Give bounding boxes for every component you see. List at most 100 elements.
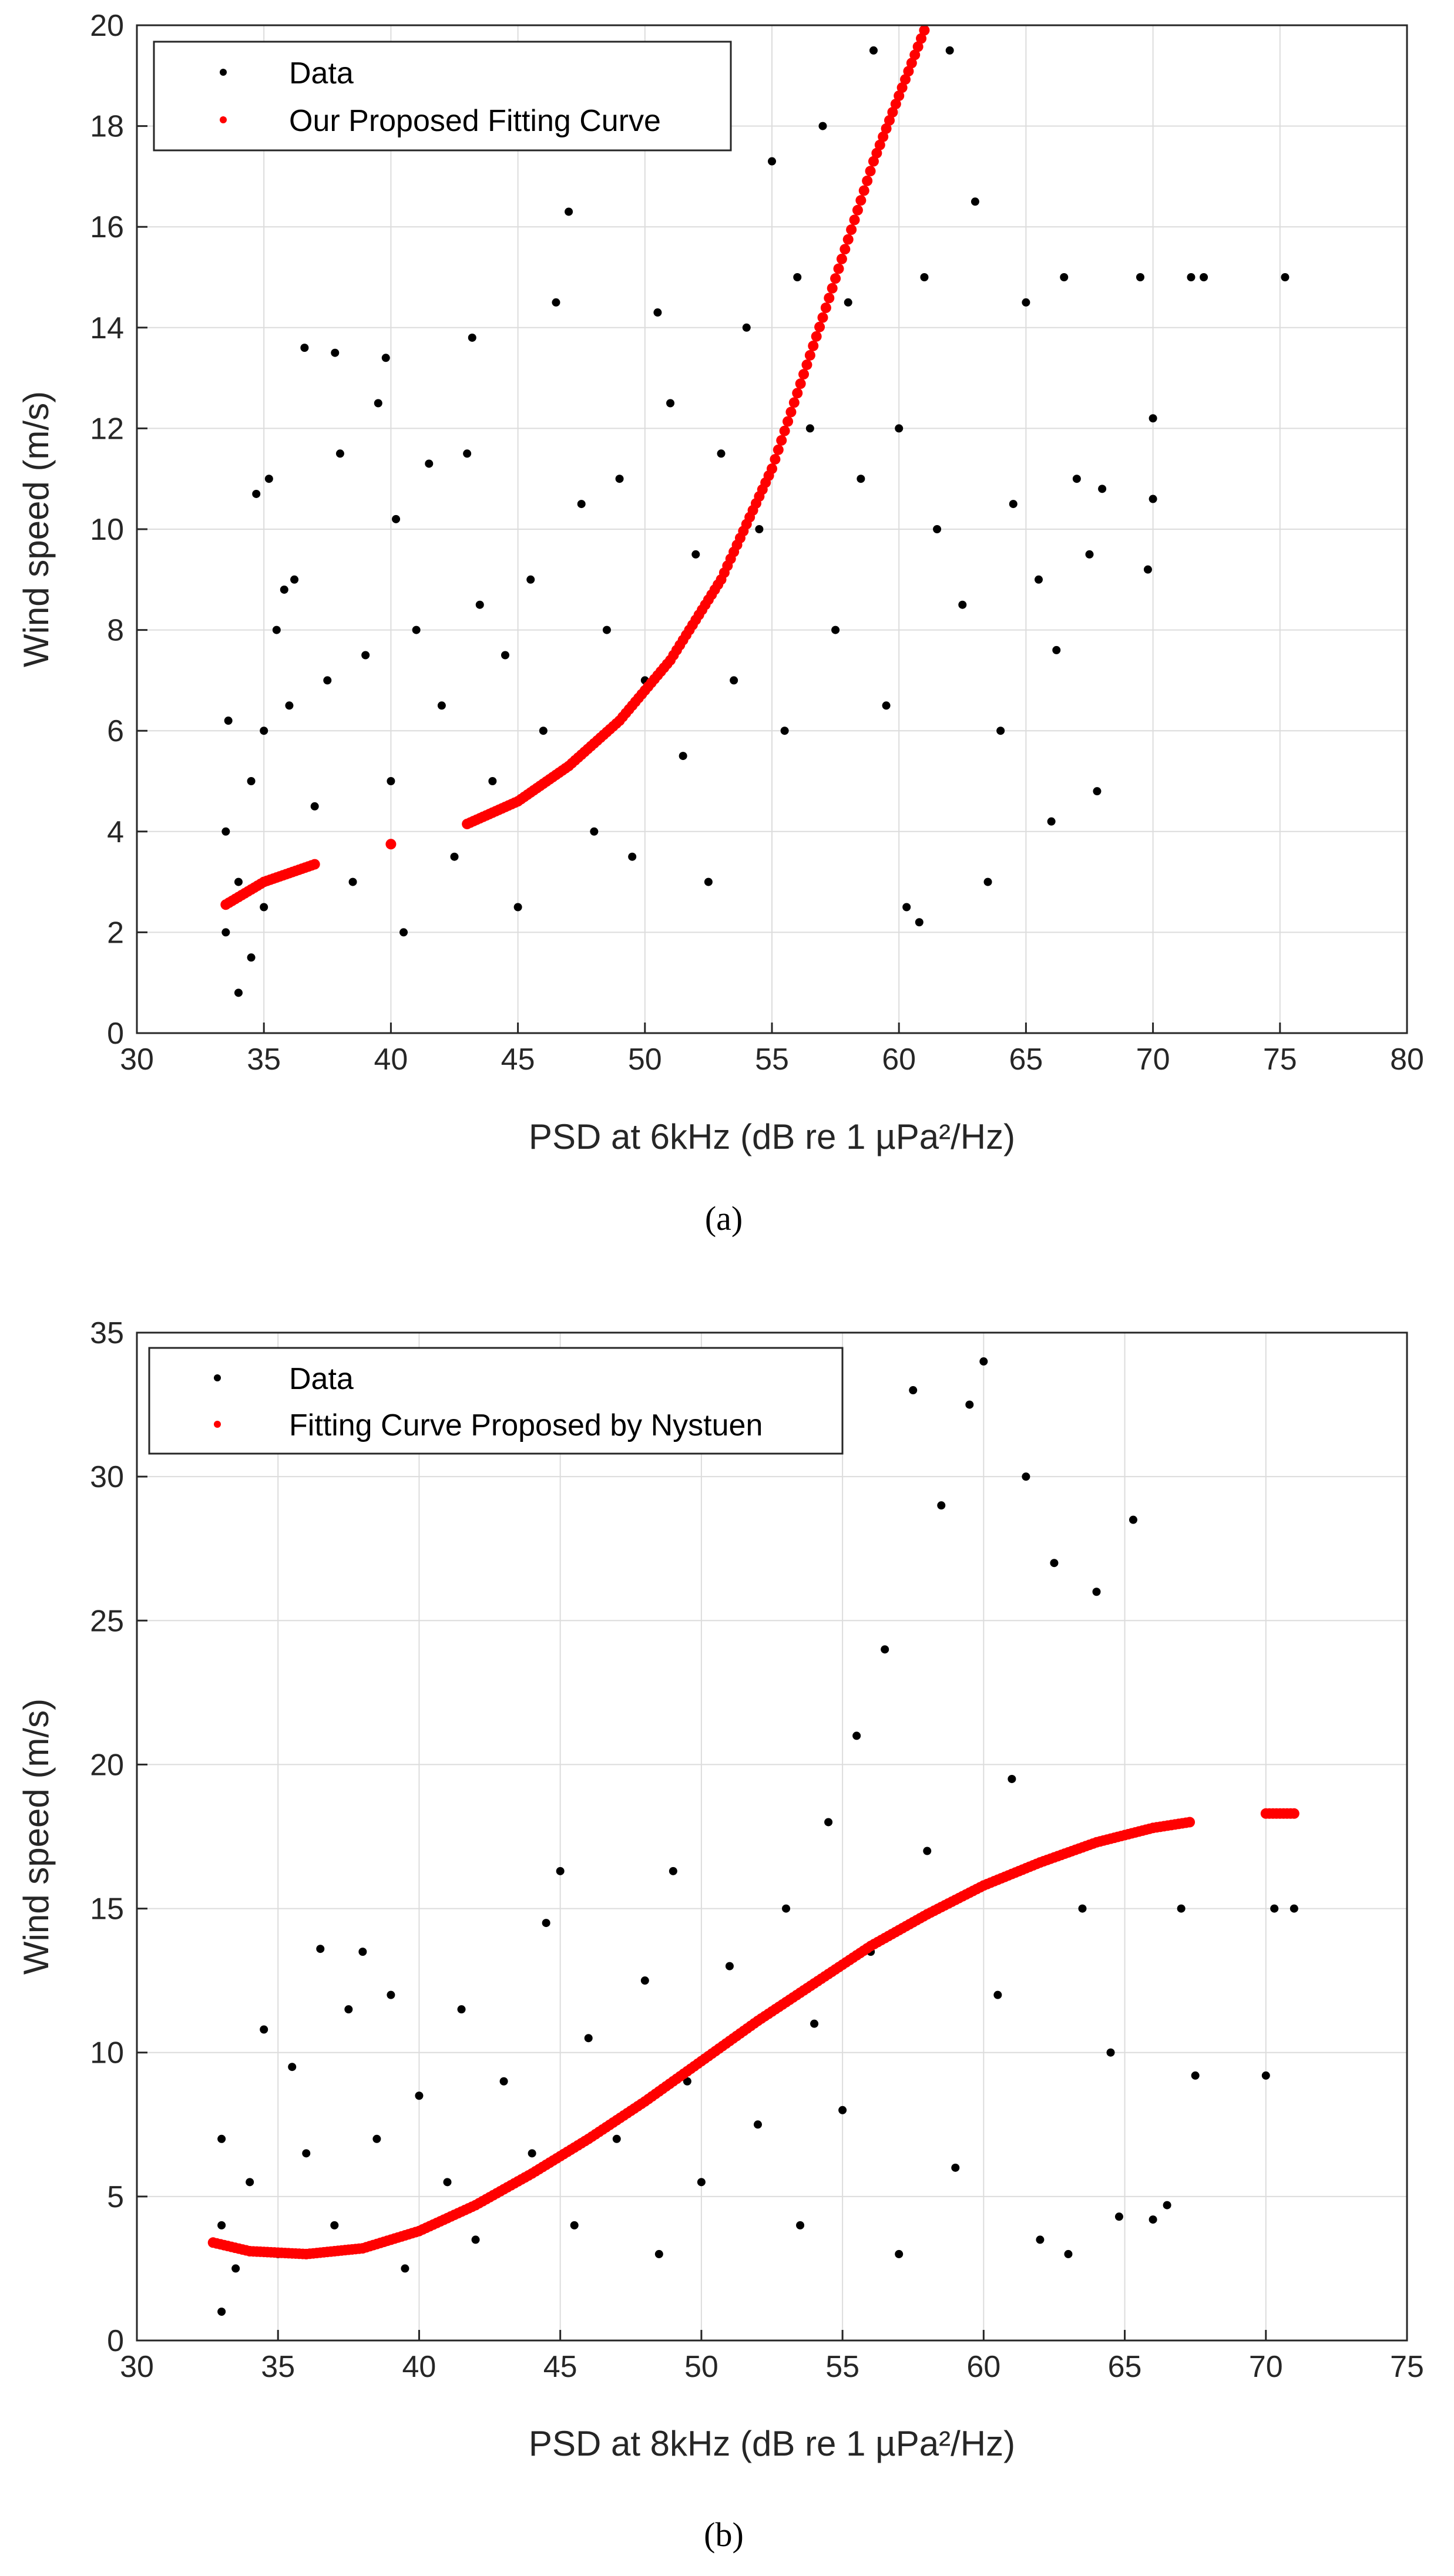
chart-a-data-point <box>1098 485 1107 493</box>
chart-a-xtick-label: 30 <box>120 1042 154 1077</box>
chart-a-data-point <box>920 273 929 281</box>
chart-a-data-point <box>818 122 827 130</box>
chart-a-data-point <box>996 727 1005 735</box>
chart-a-data-point <box>983 877 992 886</box>
chart-b-legend-box <box>148 1347 844 1455</box>
chart-b-data-point <box>288 2063 297 2071</box>
chart-b-xtick-label: 50 <box>684 2350 718 2384</box>
chart-a-curve-dot <box>779 425 790 436</box>
chart-a-curve-dot <box>306 860 317 871</box>
chart-a-data-point <box>971 197 979 206</box>
chart-a-xtick-label: 75 <box>1263 1042 1297 1077</box>
chart-b-data-point <box>344 2005 353 2014</box>
chart-b-data-point <box>824 1818 833 1827</box>
chart-a-data-point <box>1149 495 1157 503</box>
chart-a-data-point <box>1136 273 1144 281</box>
chart-a-curve-dot <box>801 359 812 371</box>
chart-b-data-point <box>358 1948 367 1956</box>
chart-a-ytick-label: 8 <box>107 614 124 648</box>
chart-a-data-point <box>1072 475 1081 483</box>
chart-b-xtick-label: 30 <box>120 2350 154 2384</box>
chart-b-ytick-label: 35 <box>90 1316 124 1350</box>
chart-a-curve-dot <box>912 41 924 52</box>
chart-b-legend: Data Fitting Curve Proposed by Nystuen <box>148 1347 844 1455</box>
chart-a-data-point <box>602 625 611 634</box>
chart-a-curve-dot <box>830 273 841 284</box>
chart-b-xtick-label: 45 <box>543 2350 577 2384</box>
chart-a-curve-dot <box>785 406 797 418</box>
chart-a-panel-label: (a) <box>705 1199 743 1237</box>
chart-a-data-point <box>450 852 459 861</box>
chart-a-data-point <box>1187 273 1196 281</box>
chart-a-data-point <box>679 752 687 761</box>
chart-b-data-point <box>1129 1515 1137 1524</box>
chart-a-data-point <box>755 525 764 533</box>
chart-b-ytick-label: 30 <box>90 1460 124 1494</box>
chart-a-data-point <box>933 525 942 533</box>
chart-b-data-point <box>542 1919 550 1928</box>
chart-a-ytick-label: 6 <box>107 714 124 748</box>
chart-a-xtick-label: 65 <box>1009 1042 1043 1077</box>
chart-b-ytick-label: 25 <box>90 1604 124 1638</box>
chart-a-data-point <box>280 585 288 594</box>
chart-a-data-point <box>310 802 319 811</box>
chart-a-data-point <box>381 354 390 362</box>
chart-b-panel-label: (b) <box>704 2516 744 2554</box>
chart-a-curve-dot <box>858 185 869 196</box>
chart-a-curve-dot <box>890 99 901 110</box>
chart-b-data-point <box>471 2235 480 2244</box>
chart-a-data-point <box>666 399 675 408</box>
chart-b-data-point <box>612 2134 621 2143</box>
chart-a-legend-box <box>153 41 732 152</box>
chart-b-data-point <box>1050 1559 1059 1568</box>
chart-b-data-point <box>725 1962 734 1970</box>
chart-a-data-point <box>628 852 637 861</box>
chart-a-xtick-label: 50 <box>628 1042 662 1077</box>
chart-a-data-point <box>895 424 904 433</box>
chart-a-xtick-label: 80 <box>1390 1042 1424 1077</box>
chart-b-data-point <box>570 2221 579 2229</box>
chart-a-data-point <box>915 918 924 927</box>
chart-b-xtick-label: 65 <box>1108 2350 1142 2384</box>
chart-b-data-point <box>979 1357 988 1366</box>
chart-a-curve-dot <box>871 147 882 159</box>
chart-a-curve-dot <box>881 123 892 134</box>
chart-a-data-point <box>1149 414 1157 423</box>
chart-a-data-point <box>348 877 357 886</box>
chart-a-data-point <box>958 600 967 609</box>
chart-a-data-point <box>902 903 911 912</box>
chart-b-legend-marker-data <box>214 1374 221 1381</box>
chart-a-data-point <box>221 928 230 937</box>
chart-a-xtick-label: 60 <box>882 1042 916 1077</box>
chart-a-legend-label-data: Data <box>289 56 354 90</box>
chart-a-data-point <box>526 575 535 584</box>
chart-b-ylabel: Wind speed (m/s) <box>16 1699 56 1975</box>
chart-b-data-point <box>782 1904 791 1913</box>
chart-a-data-point <box>374 399 382 408</box>
chart-a-curve-point <box>817 312 828 323</box>
chart-a-data-point <box>412 625 421 634</box>
chart-a-xtick-label: 45 <box>501 1042 535 1077</box>
chart-a-curve-dot <box>896 82 908 93</box>
chart-a-data-point <box>945 46 954 55</box>
chart-a-xtick-label: 55 <box>755 1042 789 1077</box>
chart-a-curve-point <box>919 25 930 36</box>
chart-b-data-point <box>330 2221 339 2229</box>
chart-panel-b: 30 35 40 45 50 55 60 65 70 75 0 5 10 15 20 25 30 35 PSD a… <box>16 1316 1424 2554</box>
chart-b-data-point <box>1261 2071 1270 2080</box>
chart-a-data-points <box>221 46 1290 997</box>
chart-a-ytick-label: 12 <box>90 412 124 446</box>
chart-b-data-point <box>1270 1904 1279 1913</box>
chart-b-data-point <box>1078 1904 1087 1913</box>
chart-b-data-points <box>217 1357 1298 2316</box>
chart-b-data-point <box>302 2149 311 2158</box>
chart-b-data-point <box>1163 2201 1171 2210</box>
chart-b-data-point <box>881 1645 889 1654</box>
chart-a-data-point <box>399 928 408 937</box>
chart-b-data-point <box>217 2221 226 2229</box>
chart-a-data-point <box>463 449 472 458</box>
chart-a-axes-box <box>136 24 1408 1034</box>
chart-a-curve-dot <box>916 33 927 44</box>
chart-a-data-point <box>615 475 624 483</box>
chart-a-data-point <box>831 625 840 634</box>
